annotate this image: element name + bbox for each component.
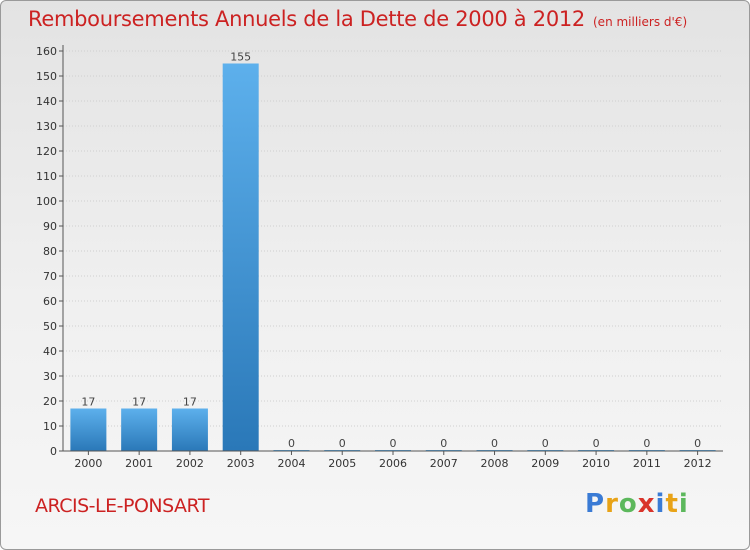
x-tick-label: 2011 (633, 457, 661, 470)
bars: 17 17 17 155 0 0 0 0 0 0 0 0 0 (70, 51, 716, 451)
bar-2003 (222, 63, 259, 451)
x-tick-label: 2008 (481, 457, 509, 470)
proxiti-logo-letter: x (637, 489, 656, 519)
data-label-2006: 0 (390, 437, 397, 450)
x-tick-label: 2002 (176, 457, 204, 470)
y-tick-label: 160 (36, 45, 57, 58)
data-label-2012: 0 (694, 437, 701, 450)
x-tick-label: 2003 (227, 457, 255, 470)
y-axis: 0 10 20 30 40 50 60 70 80 90 100 110 120 130 140 150 160 (36, 45, 64, 458)
x-axis: 2000 2001 2002 2003 2004 2005 2006 2007 2008 2009… (63, 450, 723, 470)
proxiti-logo: Proxiti (585, 489, 689, 519)
data-label-2009: 0 (542, 437, 549, 450)
y-tick-label: 130 (36, 120, 57, 133)
data-label-2003: 155 (230, 51, 251, 64)
y-tick-label: 10 (43, 420, 57, 433)
x-tick-label: 2010 (582, 457, 610, 470)
x-tick-label: 2006 (379, 457, 407, 470)
x-tick-label: 2009 (531, 457, 559, 470)
data-label-2011: 0 (643, 437, 650, 450)
proxiti-logo-letter: o (618, 489, 638, 519)
bar-2002 (171, 408, 208, 451)
proxiti-logo-letter: P (585, 489, 606, 519)
x-tick-label: 2001 (125, 457, 153, 470)
data-label-2008: 0 (491, 437, 498, 450)
y-tick-label: 0 (50, 445, 57, 458)
y-tick-label: 50 (43, 320, 57, 333)
data-label-2001: 17 (132, 396, 146, 409)
data-label-2002: 17 (183, 396, 197, 409)
data-label-2000: 17 (81, 396, 95, 409)
y-tick-label: 120 (36, 145, 57, 158)
y-tick-label: 70 (43, 270, 57, 283)
proxiti-logo-letter: i (655, 489, 666, 519)
proxiti-logo-letter: t (665, 489, 679, 519)
x-tick-label: 2012 (684, 457, 712, 470)
y-tick-label: 60 (43, 295, 57, 308)
y-tick-label: 100 (36, 195, 57, 208)
bar-2001 (121, 408, 158, 451)
data-label-2004: 0 (288, 437, 295, 450)
x-tick-label: 2005 (328, 457, 356, 470)
bar-2000 (70, 408, 107, 451)
x-tick-label: 2004 (277, 457, 305, 470)
y-tick-label: 30 (43, 370, 57, 383)
y-tick-label: 40 (43, 345, 57, 358)
y-tick-label: 90 (43, 220, 57, 233)
y-tick-label: 80 (43, 245, 57, 258)
chart-title-text: Remboursements Annuels de la Dette de 20… (28, 7, 585, 31)
x-tick-label: 2007 (430, 457, 458, 470)
y-tick-label: 20 (43, 395, 57, 408)
proxiti-logo-letter: r (605, 489, 619, 519)
commune-name: ARCIS-LE-PONSART (35, 495, 209, 517)
gridlines (63, 50, 723, 452)
y-tick-label: 110 (36, 170, 57, 183)
y-tick-label: 140 (36, 95, 57, 108)
chart-title: Remboursements Annuels de la Dette de 20… (28, 7, 687, 31)
chart-subtitle: (en milliers d'€) (593, 15, 688, 29)
proxiti-logo-letter: i (678, 489, 689, 519)
y-tick-label: 150 (36, 70, 57, 83)
data-label-2010: 0 (593, 437, 600, 450)
data-label-2007: 0 (440, 437, 447, 450)
x-tick-label: 2000 (74, 457, 102, 470)
data-label-2005: 0 (339, 437, 346, 450)
